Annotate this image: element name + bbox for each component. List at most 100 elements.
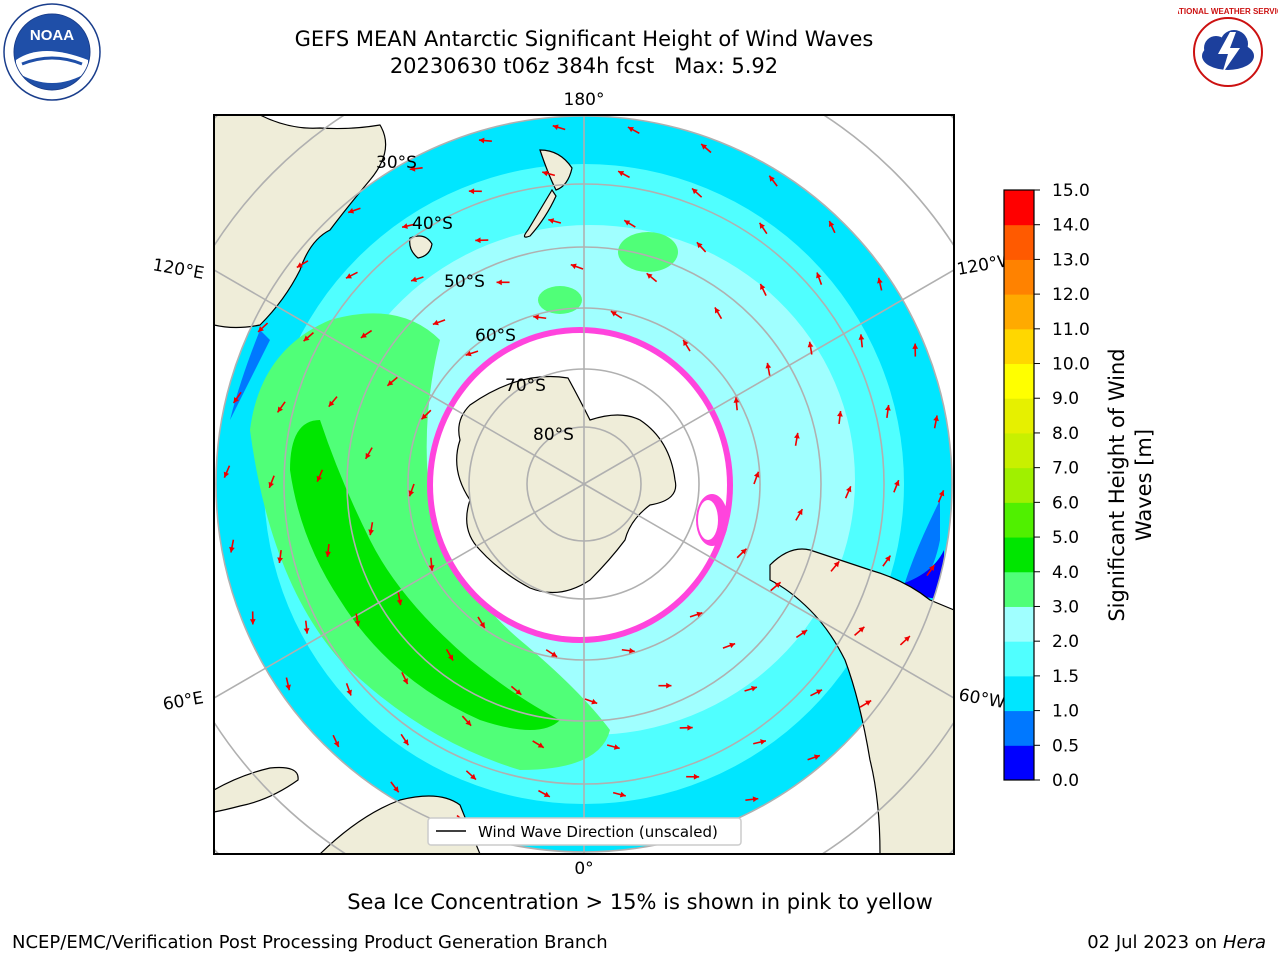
colorbar-segment (1004, 641, 1034, 677)
noaa-logo: NOAA (3, 3, 101, 101)
wave-direction-arrowhead (496, 279, 502, 286)
wave-direction-arrowhead (229, 546, 235, 553)
wave-direction-arrowhead (468, 188, 475, 195)
wave-direction-arrowhead (865, 700, 872, 706)
wave-direction-arrowhead (701, 143, 708, 150)
wave-direction-arrowhead (515, 689, 522, 695)
wave-direction-arrowhead (877, 277, 883, 284)
wave-direction-arrowhead (303, 335, 310, 342)
lon-label-180: 180° (564, 90, 605, 110)
wave-direction-arrowhead (475, 237, 481, 244)
colorbar-tick-label: 0.0 (1052, 771, 1079, 791)
colorbar-tick-label: 9.0 (1052, 389, 1079, 409)
colorbar-segment (1004, 328, 1034, 365)
colorbar-label-line1: Significant Height of Wind (1105, 348, 1129, 621)
colorbar-label-line2: Waves [m] (1132, 429, 1156, 541)
colorbar-segment (1004, 675, 1034, 712)
colorbar-tick-label: 14.0 (1052, 216, 1090, 236)
wave-direction-arrowhead (346, 689, 352, 696)
wave-direction-arrowhead (816, 272, 822, 279)
colorbar-segment (1004, 467, 1034, 503)
new-zealand-south-land (523, 188, 557, 238)
wave-direction-arrowhead (396, 599, 403, 606)
wave-direction-arrowhead (285, 684, 291, 691)
wave-direction-arrowhead (533, 314, 539, 321)
wave-direction-arrowhead (733, 397, 740, 403)
generation-date: 02 Jul 2023 on Hera (1087, 932, 1266, 953)
credit-line: NCEP/EMC/Verification Post Processing Pr… (12, 932, 608, 953)
wave-direction-arrowhead (447, 654, 454, 661)
colorbar-segment (1004, 259, 1034, 295)
wave-direction-arrowhead (465, 350, 472, 357)
wave-direction-arrowhead (365, 452, 371, 459)
wave-direction-arrowhead (591, 698, 598, 705)
lat-label-70s: 70°S (505, 376, 546, 396)
wave-direction-arrowhead (409, 165, 416, 172)
wave-direction-arrowhead (858, 334, 865, 340)
wave-direction-arrowhead (666, 682, 672, 689)
machine-name: Hera (1222, 932, 1266, 953)
wave-direction-arrowhead (797, 509, 803, 516)
wave-direction-arrowhead (403, 739, 409, 746)
colorbar-frame (1003, 189, 1035, 781)
wave-direction-arrowhead (714, 307, 721, 314)
wave-direction-arrowhead (765, 362, 772, 369)
wave-direction-arrowhead (629, 647, 635, 654)
wave-direction-arrowhead (740, 548, 747, 555)
colorbar-tick-label: 4.0 (1052, 563, 1079, 583)
colorbar: 0.0 0.5 1.0 1.5 2.0 3.0 4.0 5.0 6.0 7.0 8.0 9.0 10.0… (1003, 181, 1090, 791)
wave-direction-arrowhead (813, 754, 820, 760)
wave-direction-arrowhead (816, 689, 823, 695)
wave-direction-arrowhead (277, 406, 283, 413)
wave-direction-arrowhead (328, 400, 335, 407)
wave-direction-arrowhead (759, 222, 765, 229)
colorbar-tick-label: 1.0 (1052, 702, 1079, 722)
wave-direction-arrowhead (543, 791, 550, 797)
wave-direction-arrowhead (752, 796, 759, 803)
wave-direction-arrowhead (929, 565, 935, 571)
wave-direction-arrowhead (833, 561, 840, 568)
wave-direction-arrowhead (618, 171, 625, 177)
wave-direction-arrowhead (432, 319, 439, 326)
colorbar-tick-label: 6.0 (1052, 493, 1079, 513)
colorbar-tick-label: 1.5 (1052, 667, 1079, 687)
map-title-line1: GEFS MEAN Antarctic Significant Height o… (294, 27, 874, 51)
colorbar-tick-label: 3.0 (1052, 597, 1079, 617)
colorbar-segment (1004, 432, 1034, 469)
colorbar-segment (1004, 502, 1034, 538)
colorbar-segment (1004, 363, 1034, 399)
colorbar-tick-label: 13.0 (1052, 250, 1090, 270)
colorbar-segment (1004, 606, 1034, 642)
tasmania-land (409, 235, 433, 259)
wave-direction-arrowhead (693, 773, 700, 780)
nws-logo: NATIONAL WEATHER SERVICE (1178, 4, 1278, 100)
wave-direction-arrowhead (760, 739, 766, 745)
wave-direction-arrowhead (354, 620, 361, 627)
colorbar-tick-label: 8.0 (1052, 424, 1079, 444)
colorbar-segment (1004, 224, 1034, 260)
map-title-line2: 20230630 t06z 384h fcst Max: 5.92 (389, 54, 779, 78)
wave-direction-arrowhead (345, 273, 352, 279)
wave-direction-arrowhead (624, 220, 631, 226)
colorbar-tick-label: 5.0 (1052, 528, 1079, 548)
wave-direction-arrowhead (769, 175, 775, 182)
wave-direction-arrowhead (223, 471, 230, 478)
colorbar-segment (1004, 537, 1034, 573)
wave-direction-arrowhead (393, 786, 399, 793)
colorbar-segment (1004, 294, 1034, 330)
wave-direction-arrowhead (421, 413, 428, 420)
wave-direction-arrowhead (627, 127, 634, 133)
lat-label-30s: 30°S (376, 153, 417, 173)
wave-direction-arrowhead (277, 557, 283, 564)
wave-direction-arrowhead (619, 791, 626, 798)
wave-direction-arrowhead (894, 480, 900, 487)
wave-direction-arrowhead (551, 651, 558, 657)
colorbar-tick-label: 7.0 (1052, 459, 1079, 479)
wave-direction-arrowhead (479, 622, 485, 629)
wave-direction-arrowhead (296, 262, 303, 268)
wave-direction-arrowhead (729, 642, 736, 649)
wave-direction-arrowhead (387, 380, 394, 386)
wave-direction-arrowhead (303, 628, 310, 634)
lat-label-50s: 50°S (444, 272, 485, 292)
